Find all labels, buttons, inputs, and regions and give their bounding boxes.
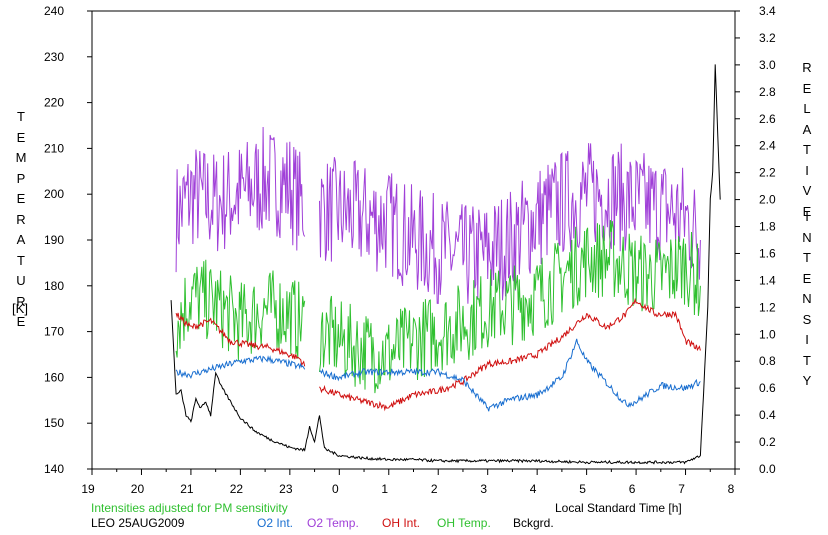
right-tick-label: 0.0	[759, 462, 776, 476]
x-tick-label: 2	[431, 482, 438, 496]
x-tick-label: 1	[381, 482, 388, 496]
series-line-oh_temp-0	[175, 259, 306, 361]
left-tick-label: 140	[44, 462, 64, 476]
series-line-bckgrd-0	[170, 64, 721, 465]
x-tick-label: 8	[728, 482, 735, 496]
series-line-oh_int-1	[319, 297, 701, 412]
x-tick-label: 19	[81, 482, 95, 496]
right-tick-label: 3.4	[759, 4, 776, 18]
left-tick-label: 200	[44, 187, 64, 201]
series-line-o2_int-1	[319, 338, 701, 412]
right-tick-label: 0.8	[759, 354, 776, 368]
series-line-oh_temp-1	[319, 220, 701, 394]
x-tick-label: 21	[180, 482, 194, 496]
series-line-o2_temp-1	[319, 143, 701, 304]
legend-entry: O2 Temp.	[307, 516, 359, 530]
x-axis-label: Local Standard Time [h]	[555, 501, 682, 515]
x-tick-label: 4	[530, 482, 537, 496]
series-line-o2_int-0	[175, 355, 306, 379]
tick-layer: 1401501601701801902002102202302400.00.20…	[44, 4, 776, 496]
right-tick-label: 3.0	[759, 58, 776, 72]
right-tick-label: 0.6	[759, 381, 776, 395]
left-tick-label: 240	[44, 4, 64, 18]
right-tick-label: 1.0	[759, 327, 776, 341]
legend-entry: O2 Int.	[257, 516, 294, 530]
right-tick-label: 1.4	[759, 273, 776, 287]
right-tick-label: 2.2	[759, 166, 776, 180]
legend-entry: OH Temp.	[437, 516, 491, 530]
legend-entry: Bckgrd.	[513, 516, 554, 530]
x-tick-label: 23	[279, 482, 293, 496]
x-tick-label: 20	[131, 482, 145, 496]
left-tick-label: 230	[44, 50, 64, 64]
series-line-oh_int-0	[175, 312, 306, 367]
right-tick-label: 1.2	[759, 300, 776, 314]
x-tick-label: 3	[480, 482, 487, 496]
x-tick-label: 7	[678, 482, 685, 496]
x-tick-label: 0	[332, 482, 339, 496]
right-tick-label: 3.2	[759, 31, 776, 45]
left-tick-label: 180	[44, 279, 64, 293]
x-tick-label: 22	[230, 482, 244, 496]
right-tick-label: 2.6	[759, 112, 776, 126]
sensitivity-note: Intensities adjusted for PM sensitivity	[91, 501, 288, 515]
right-tick-label: 2.8	[759, 85, 776, 99]
left-tick-label: 150	[44, 416, 64, 430]
right-tick-label: 2.4	[759, 139, 776, 153]
left-axis-title: T E M P E R A T U R E	[15, 109, 27, 329]
right-tick-label: 0.4	[759, 408, 776, 422]
left-tick-label: 210	[44, 141, 64, 155]
x-tick-label: 5	[579, 482, 586, 496]
series-line-o2_temp-0	[175, 126, 306, 273]
series-layer	[170, 64, 721, 465]
left-tick-label: 220	[44, 96, 64, 110]
right-tick-label: 0.2	[759, 435, 776, 449]
legend-entry: OH Int.	[382, 516, 421, 530]
right-axis-title-line2: I N T E N S I T Y	[802, 209, 812, 388]
right-tick-label: 2.0	[759, 193, 776, 207]
left-axis-unit: [K]	[12, 301, 28, 316]
x-tick-label: 6	[629, 482, 636, 496]
left-tick-label: 170	[44, 325, 64, 339]
right-tick-label: 1.8	[759, 220, 776, 234]
station-date: LEO 25AUG2009	[91, 516, 185, 530]
left-tick-label: 160	[44, 370, 64, 384]
right-axis-title-line1: R E L A T I V E	[802, 60, 812, 219]
left-tick-label: 190	[44, 233, 64, 247]
right-tick-label: 1.6	[759, 246, 776, 260]
